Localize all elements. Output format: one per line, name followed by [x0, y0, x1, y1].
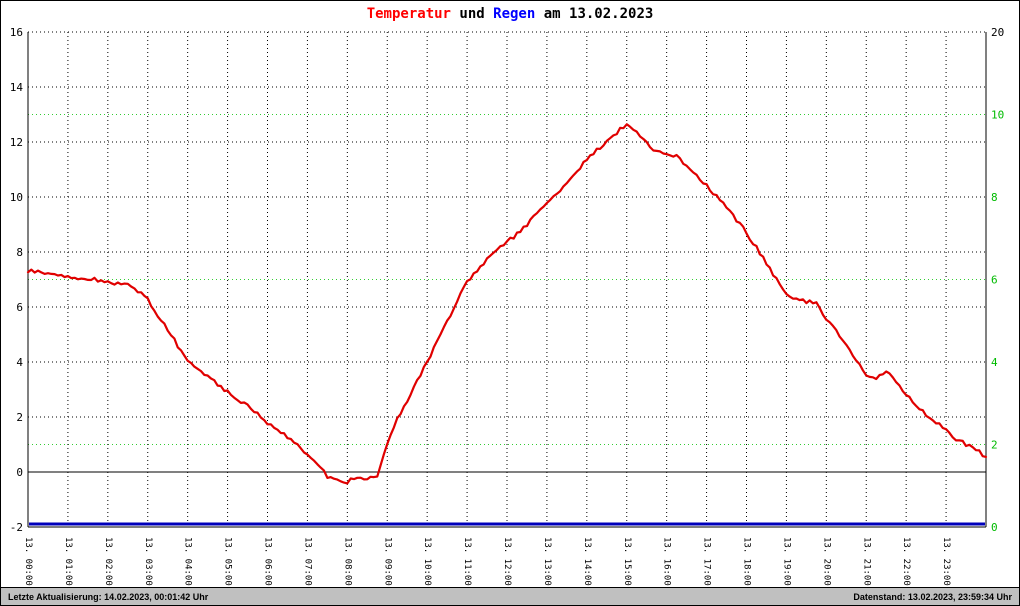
left-axis-tick-label: 4	[16, 356, 23, 369]
x-axis-tick-label: 13. 22:00	[901, 537, 911, 586]
x-axis-tick-label: 13. 16:00	[662, 537, 672, 586]
temperature-line	[26, 123, 988, 485]
x-axis-tick-label: 13. 18:00	[742, 537, 752, 586]
x-axis-tick-label: 13. 11:00	[462, 537, 472, 586]
right-axis-tick-label: 2	[991, 439, 998, 452]
x-axis-tick-label: 13. 10:00	[422, 537, 432, 586]
left-axis-tick-label: 16	[10, 26, 23, 39]
x-axis-tick-label: 13. 01:00	[63, 537, 73, 586]
x-axis-tick-label: 13. 09:00	[382, 537, 392, 586]
right-axis-tick-label: 6	[991, 274, 998, 287]
right-axis-tick-label: 10	[991, 109, 1004, 122]
x-axis-tick-label: 13. 21:00	[861, 537, 871, 586]
x-axis-tick-label: 13. 13:00	[542, 537, 552, 586]
left-axis-tick-label: 10	[10, 191, 23, 204]
title-date: am 13.02.2023	[535, 6, 654, 22]
right-axis-tick-label: 0	[991, 521, 998, 534]
left-axis-tick-label: -2	[10, 521, 23, 534]
last-update-text: Letzte Aktualisierung: 14.02.2023, 00:01…	[8, 591, 209, 602]
footer-bar: Letzte Aktualisierung: 14.02.2023, 00:01…	[1, 587, 1019, 605]
left-axis-tick-label: 8	[16, 246, 23, 259]
x-axis-tick-label: 13. 17:00	[702, 537, 712, 586]
title-temperatur: Temperatur	[366, 6, 451, 22]
x-axis-tick-label: 13. 05:00	[223, 537, 233, 586]
x-axis-tick-label: 13. 19:00	[781, 537, 791, 586]
left-axis-tick-label: 2	[16, 411, 23, 424]
x-axis-tick-label: 13. 06:00	[263, 537, 273, 586]
left-axis-tick-label: 12	[10, 136, 23, 149]
x-axis-tick-label: 13. 20:00	[821, 537, 831, 586]
title-und: und	[450, 6, 494, 22]
left-axis-tick-label: 14	[10, 81, 24, 94]
x-axis-tick-label: 13. 00:00	[23, 537, 33, 586]
x-axis-tick-label: 13. 02:00	[103, 537, 113, 586]
right-axis-tick-label: 4	[991, 356, 998, 369]
left-axis-tick-label: 6	[16, 301, 23, 314]
right-axis-tick-label: 8	[991, 191, 998, 204]
x-axis-tick-label: 13. 07:00	[302, 537, 312, 586]
x-axis-tick-label: 13. 08:00	[342, 537, 352, 586]
x-axis-tick-label: 13. 15:00	[622, 537, 632, 586]
x-axis-tick-label: 13. 04:00	[183, 537, 193, 586]
x-axis-tick-label: 13. 03:00	[143, 537, 153, 586]
x-axis-tick-label: 13. 14:00	[582, 537, 592, 586]
title-regen: Regen	[493, 6, 536, 22]
x-axis-tick-label: 13. 23:00	[941, 537, 951, 586]
chart-title: Temperatur und Regen am 13.02.2023	[1, 6, 1019, 22]
data-timestamp-text: Datenstand: 13.02.2023, 23:59:34 Uhr	[853, 591, 1012, 602]
left-axis-tick-label: 0	[16, 466, 23, 479]
x-axis-tick-label: 13. 12:00	[502, 537, 512, 586]
right-axis-tick-label: 20	[991, 26, 1004, 39]
